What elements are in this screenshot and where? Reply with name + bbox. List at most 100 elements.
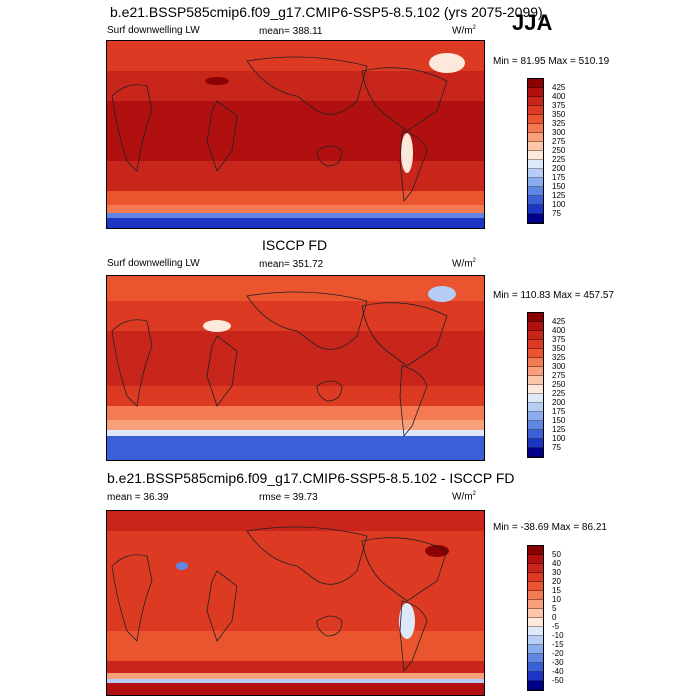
- colorbar-swatch: [528, 376, 543, 385]
- colorbar-tick-label: 300: [552, 128, 566, 137]
- panel2-units: W/m2: [452, 258, 476, 270]
- colorbar-tick-label: 175: [552, 407, 566, 416]
- colorbar-tick-label: 200: [552, 398, 566, 407]
- colorbar-tick-label: -15: [552, 640, 564, 649]
- colorbar-swatch: [528, 618, 543, 627]
- colorbar-swatch: [528, 645, 543, 654]
- colorbar-tick-label: 425: [552, 83, 566, 92]
- colorbar-tick-label: 275: [552, 371, 566, 380]
- colorbar-swatch: [528, 394, 543, 403]
- panel1-units: W/m2: [452, 25, 476, 37]
- colorbar-swatch: [528, 573, 543, 582]
- colorbar-swatch: [528, 106, 543, 115]
- colorbar-tick-label: 40: [552, 559, 561, 568]
- colorbar-tick-label: 425: [552, 317, 566, 326]
- colorbar-tick-label: 175: [552, 173, 566, 182]
- panel1-minmax: Min = 81.95 Max = 510.19: [493, 56, 610, 67]
- panel3-rmse: rmse = 39.73: [259, 492, 318, 503]
- panel1-colorbar: [527, 78, 544, 224]
- colorbar-tick-label: 225: [552, 389, 566, 398]
- colorbar-tick-label: 150: [552, 416, 566, 425]
- panel1-map: [106, 40, 485, 229]
- colorbar-tick-label: -40: [552, 667, 564, 676]
- colorbar-swatch: [528, 421, 543, 430]
- colorbar-tick-label: 350: [552, 110, 566, 119]
- colorbar-swatch: [528, 124, 543, 133]
- colorbar-swatch: [528, 178, 543, 187]
- colorbar-tick-label: 225: [552, 155, 566, 164]
- colorbar-tick-label: 75: [552, 209, 561, 218]
- colorbar-swatch: [528, 322, 543, 331]
- colorbar-tick-label: -20: [552, 649, 564, 658]
- colorbar-swatch: [528, 115, 543, 124]
- colorbar-tick-label: 350: [552, 344, 566, 353]
- panel2-colorbar: [527, 312, 544, 458]
- panel2-map: [106, 275, 485, 461]
- colorbar-swatch: [528, 331, 543, 340]
- colorbar-tick-label: 5: [552, 604, 557, 613]
- colorbar-tick-label: -10: [552, 631, 564, 640]
- colorbar-tick-label: 250: [552, 380, 566, 389]
- colorbar-swatch: [528, 591, 543, 600]
- colorbar-swatch: [528, 349, 543, 358]
- colorbar-tick-label: -50: [552, 676, 564, 685]
- colorbar-tick-label: 30: [552, 568, 561, 577]
- colorbar-tick-label: 20: [552, 577, 561, 586]
- colorbar-swatch: [528, 672, 543, 681]
- colorbar-tick-label: 300: [552, 362, 566, 371]
- panel3-minmax: Min = -38.69 Max = 86.21: [493, 522, 607, 533]
- colorbar-swatch: [528, 133, 543, 142]
- colorbar-tick-label: 100: [552, 434, 566, 443]
- colorbar-swatch: [528, 79, 543, 88]
- colorbar-swatch: [528, 654, 543, 663]
- colorbar-tick-label: 325: [552, 119, 566, 128]
- colorbar-swatch: [528, 600, 543, 609]
- colorbar-swatch: [528, 430, 543, 439]
- colorbar-swatch: [528, 97, 543, 106]
- panel2-mean: mean= 351.72: [259, 259, 324, 270]
- colorbar-swatch: [528, 546, 543, 555]
- colorbar-tick-label: 125: [552, 191, 566, 200]
- colorbar-swatch: [528, 627, 543, 636]
- colorbar-swatch: [528, 214, 543, 223]
- colorbar-tick-label: 10: [552, 595, 561, 604]
- panel3-colorbar: [527, 545, 544, 691]
- colorbar-tick-label: 325: [552, 353, 566, 362]
- colorbar-swatch: [528, 636, 543, 645]
- season-label: JJA: [512, 10, 553, 35]
- panel1-colorbar-ticks: 425 400 375 350 325 300 275 250 225 200 175 150 125 1…: [552, 83, 565, 218]
- colorbar-swatch: [528, 160, 543, 169]
- panel3-title: b.e21.BSSP585cmip6.f09_g17.CMIP6-SSP5-8.…: [107, 470, 515, 486]
- colorbar-swatch: [528, 555, 543, 564]
- colorbar-tick-label: 200: [552, 164, 566, 173]
- colorbar-tick-label: 125: [552, 425, 566, 434]
- colorbar-swatch: [528, 367, 543, 376]
- colorbar-swatch: [528, 169, 543, 178]
- colorbar-swatch: [528, 313, 543, 322]
- colorbar-swatch: [528, 681, 543, 690]
- colorbar-tick-label: -30: [552, 658, 564, 667]
- panel1-variable-label: Surf downwelling LW: [107, 25, 200, 36]
- colorbar-swatch: [528, 142, 543, 151]
- colorbar-tick-label: 75: [552, 443, 561, 452]
- colorbar-swatch: [528, 439, 543, 448]
- colorbar-swatch: [528, 582, 543, 591]
- panel3-colorbar-ticks: 50 40 30 20 15 10 5 0 -5 -10 -15 -20 -30 -40 -50: [552, 550, 564, 685]
- colorbar-tick-label: 400: [552, 92, 566, 101]
- colorbar-swatch: [528, 205, 543, 214]
- colorbar-swatch: [528, 385, 543, 394]
- colorbar-swatch: [528, 609, 543, 618]
- colorbar-tick-label: 0: [552, 613, 557, 622]
- colorbar-swatch: [528, 187, 543, 196]
- colorbar-swatch: [528, 412, 543, 421]
- panel3-mean: mean = 36.39: [107, 492, 169, 503]
- colorbar-tick-label: 275: [552, 137, 566, 146]
- colorbar-tick-label: 375: [552, 101, 566, 110]
- colorbar-swatch: [528, 151, 543, 160]
- colorbar-tick-label: 375: [552, 335, 566, 344]
- colorbar-tick-label: 100: [552, 200, 566, 209]
- panel2-variable-label: Surf downwelling LW: [107, 258, 200, 269]
- colorbar-swatch: [528, 403, 543, 412]
- panel2-minmax: Min = 110.83 Max = 457.57: [493, 290, 615, 301]
- colorbar-swatch: [528, 448, 543, 457]
